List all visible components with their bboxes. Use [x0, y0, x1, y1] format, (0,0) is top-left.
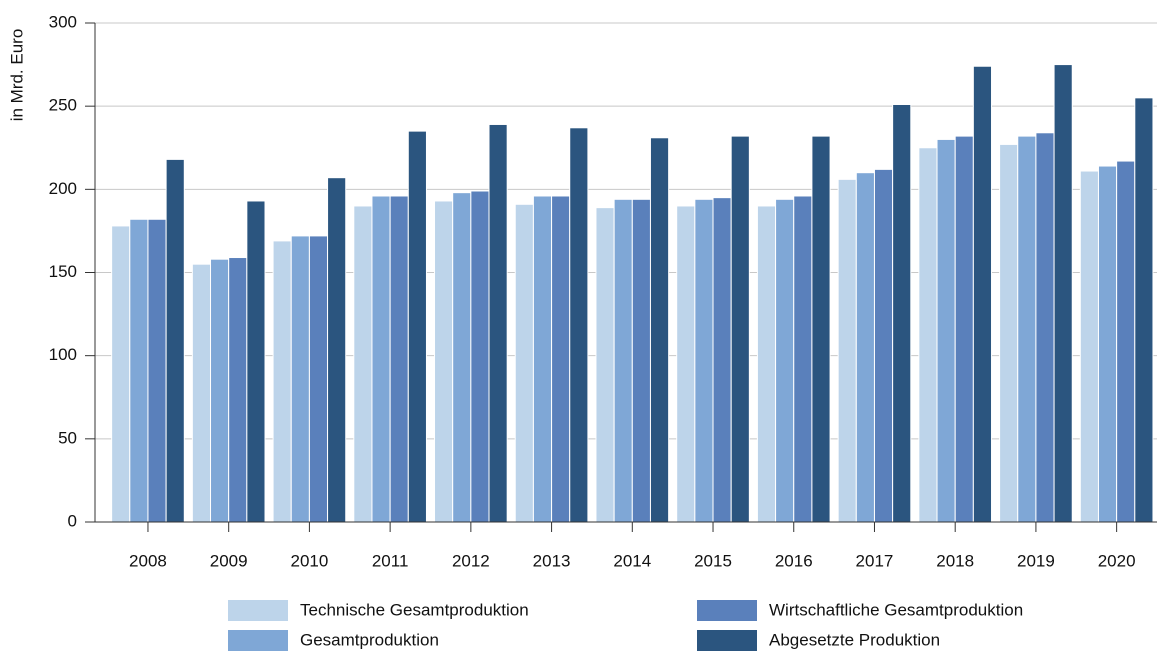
x-tick-label: 2015 [694, 551, 732, 570]
bar [1017, 135, 1037, 523]
bar [308, 235, 329, 523]
x-tick-label: 2014 [613, 551, 651, 570]
bar [613, 198, 633, 523]
bar [811, 135, 831, 523]
bar [730, 135, 750, 523]
bar [954, 135, 974, 523]
bar [855, 172, 875, 523]
y-tick-label: 100 [49, 345, 77, 364]
bar [793, 195, 813, 523]
bar [210, 258, 230, 523]
x-tick-label: 2009 [210, 551, 248, 570]
bar [936, 138, 956, 523]
bar [452, 192, 472, 523]
bar [918, 147, 938, 523]
bar [147, 218, 167, 523]
x-tick-label: 2020 [1098, 551, 1136, 570]
bar [191, 263, 212, 523]
y-tick-label: 250 [49, 96, 77, 115]
y-tick-label: 300 [49, 12, 77, 31]
legend-swatch [228, 600, 288, 621]
x-tick-label: 2010 [290, 551, 328, 570]
y-tick-label: 0 [68, 511, 77, 530]
bar [712, 197, 732, 523]
x-tick-label: 2017 [856, 551, 894, 570]
bar [1097, 165, 1118, 523]
legend-label: Abgesetzte Produktion [769, 630, 940, 649]
bar [407, 130, 427, 523]
legend-label: Technische Gesamtproduktion [300, 600, 529, 619]
bar [595, 207, 615, 523]
bar [1116, 160, 1136, 523]
y-tick-label: 150 [49, 262, 77, 281]
x-tick-label: 2016 [775, 551, 813, 570]
bar [290, 235, 310, 523]
x-tick-label: 2019 [1017, 551, 1055, 570]
y-tick-label: 200 [49, 179, 77, 198]
bar [1035, 132, 1055, 523]
bar [569, 127, 589, 523]
bar [694, 198, 714, 523]
x-tick-label: 2008 [129, 551, 167, 570]
bar [649, 137, 670, 523]
bar [434, 200, 454, 523]
bar [327, 177, 347, 523]
bar [389, 195, 409, 523]
x-tick-label: 2012 [452, 551, 490, 570]
x-tick-label: 2011 [372, 551, 409, 570]
bar [470, 190, 490, 523]
bar [1079, 170, 1099, 523]
bar [165, 158, 185, 523]
bar [371, 195, 391, 523]
bar [972, 65, 993, 523]
bar [111, 225, 131, 523]
bar [873, 168, 894, 523]
bar [1134, 97, 1154, 523]
bar [837, 178, 857, 523]
bar [892, 104, 912, 523]
legend-swatch [697, 600, 757, 621]
bar [246, 200, 266, 523]
bar [999, 143, 1019, 523]
bar [676, 205, 696, 523]
y-tick-label: 50 [58, 428, 77, 447]
bar [353, 205, 373, 523]
x-tick-label: 2013 [533, 551, 571, 570]
bar [756, 205, 777, 523]
bar [775, 198, 795, 523]
bar [129, 218, 149, 523]
bar [228, 257, 248, 523]
legend-label: Wirtschaftliche Gesamtproduktion [769, 600, 1023, 619]
legend-swatch [228, 630, 288, 651]
bar [514, 203, 534, 523]
x-tick-label: 2018 [936, 551, 974, 570]
legend-label: Gesamtproduktion [300, 630, 439, 649]
bar [551, 195, 571, 523]
bar [532, 195, 553, 523]
bar [488, 123, 508, 523]
bar [272, 240, 292, 523]
legend-swatch [697, 630, 757, 651]
y-axis-label: in Mrd. Euro [7, 29, 26, 122]
bar [1053, 64, 1073, 523]
bar [631, 198, 651, 523]
